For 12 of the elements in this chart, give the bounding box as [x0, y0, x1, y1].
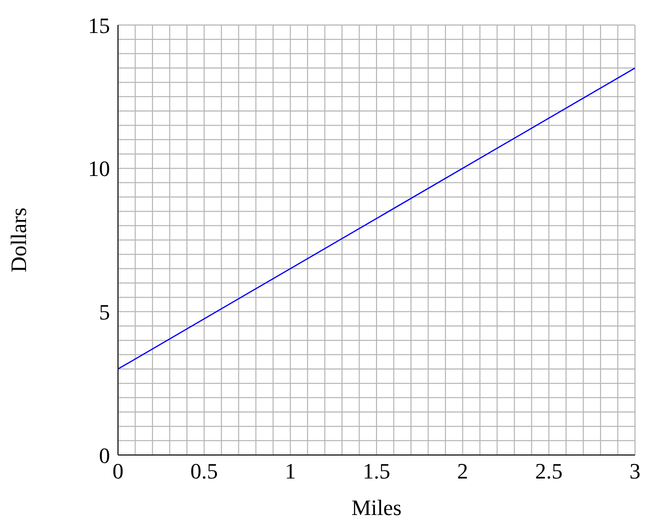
x-tick-label: 0.5	[190, 458, 218, 484]
x-tick-label: 1.5	[362, 458, 390, 484]
y-tick-label: 5	[99, 299, 110, 324]
x-axis-title: Miles	[351, 495, 402, 520]
x-tick-label: 2	[457, 458, 468, 484]
x-tick-label: 2.5	[535, 458, 563, 484]
y-tick-label: 0	[99, 442, 110, 468]
y-tick-label: 15	[88, 12, 110, 38]
y-axis-title: Dollars	[6, 208, 31, 272]
x-tick-label: 3	[630, 458, 640, 484]
y-tick-label: 10	[88, 156, 110, 182]
x-tick-label: 1	[284, 458, 296, 484]
